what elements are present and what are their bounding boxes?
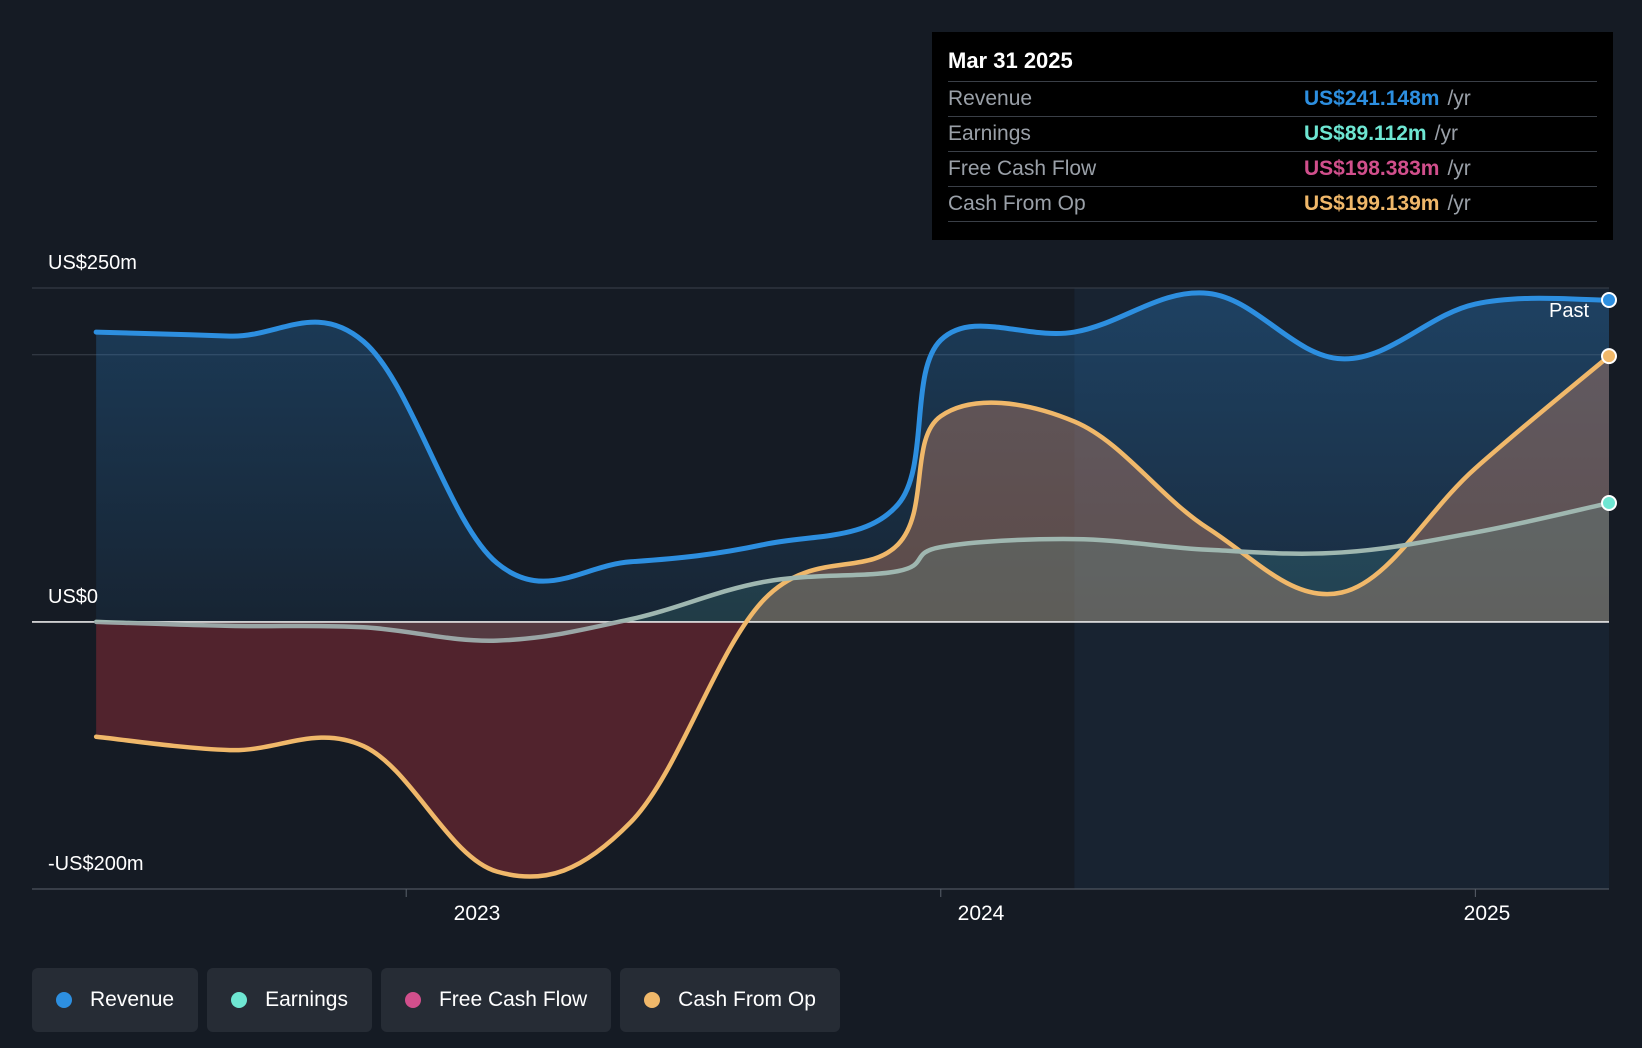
tooltip-unit: /yr [1447,87,1471,110]
tooltip-label: Revenue [948,87,1033,110]
legend-dot-icon [644,992,661,1008]
legend-item-free-cash-flow[interactable]: Free Cash Flow [380,968,612,1032]
legend-item-earnings[interactable]: Earnings [207,968,372,1032]
revenue-end-point [1601,292,1617,309]
tooltip-row-free-cash-flow: Free Cash Flow US$198.383m /yr [948,152,1597,187]
tooltip-label: Cash From Op [948,192,1086,215]
legend-dot-icon [231,992,248,1008]
tooltip-value: US$89.112m [1304,122,1427,145]
legend-dot-icon [404,992,421,1008]
x-tick-label-2024: 2024 [957,902,1005,925]
legend-label: Free Cash Flow [438,988,588,1011]
legend-item-cash-from-op[interactable]: Cash From Op [620,968,840,1032]
legend-label: Earnings [265,988,348,1011]
revenue-line [93,290,1612,584]
cash-from-op-end-point [1601,348,1617,365]
tooltip-row-revenue: Revenue US$241.148m /yr [948,82,1597,117]
legend-label: Cash From Op [678,988,816,1011]
x-tick-label-2025: 2025 [1463,902,1511,925]
tooltip-unit: /yr [1447,192,1471,215]
tooltip-row-cash-from-op: Cash From Op US$199.139m /yr [948,187,1597,222]
tooltip-label: Earnings [948,122,1031,145]
past-label: Past [1549,300,1590,322]
legend-item-revenue[interactable]: Revenue [32,968,199,1032]
cash-from-op-area-negative [96,622,747,877]
line-layer [32,290,1612,879]
tooltip-value: US$199.139m [1304,192,1440,215]
tooltip-unit: /yr [1434,122,1458,145]
data-tooltip: Mar 31 2025 Revenue US$241.148m /yr Earn… [932,32,1613,240]
tooltip-unit: /yr [1447,157,1471,180]
tooltip-label: Free Cash Flow [948,157,1097,180]
earnings-end-point [1601,495,1617,512]
earnings-line-negative [93,622,629,643]
tooltip-value: US$198.383m [1304,157,1440,180]
earnings-line-muted [93,500,1612,622]
legend-dot-icon [56,992,72,1008]
legend-label: Revenue [90,988,175,1011]
x-tick-label-2023: 2023 [453,902,501,925]
chart-legend: Revenue Earnings Free Cash Flow Cash Fro… [32,968,840,1032]
cash-from-op-area-positive [96,356,1609,622]
y-tick-label-bottom: -US$200m [48,853,144,875]
earnings-area [96,503,1609,641]
y-tick-label-zero: US$0 [48,586,99,608]
y-tick-label-top: US$250m [48,252,137,274]
tooltip-value: US$241.148m [1304,87,1440,110]
cash-from-op-line [93,353,1612,879]
marker-layer [1601,292,1617,512]
tooltip-date: Mar 31 2025 [948,46,1597,82]
tooltip-row-earnings: Earnings US$89.112m /yr [948,117,1597,152]
